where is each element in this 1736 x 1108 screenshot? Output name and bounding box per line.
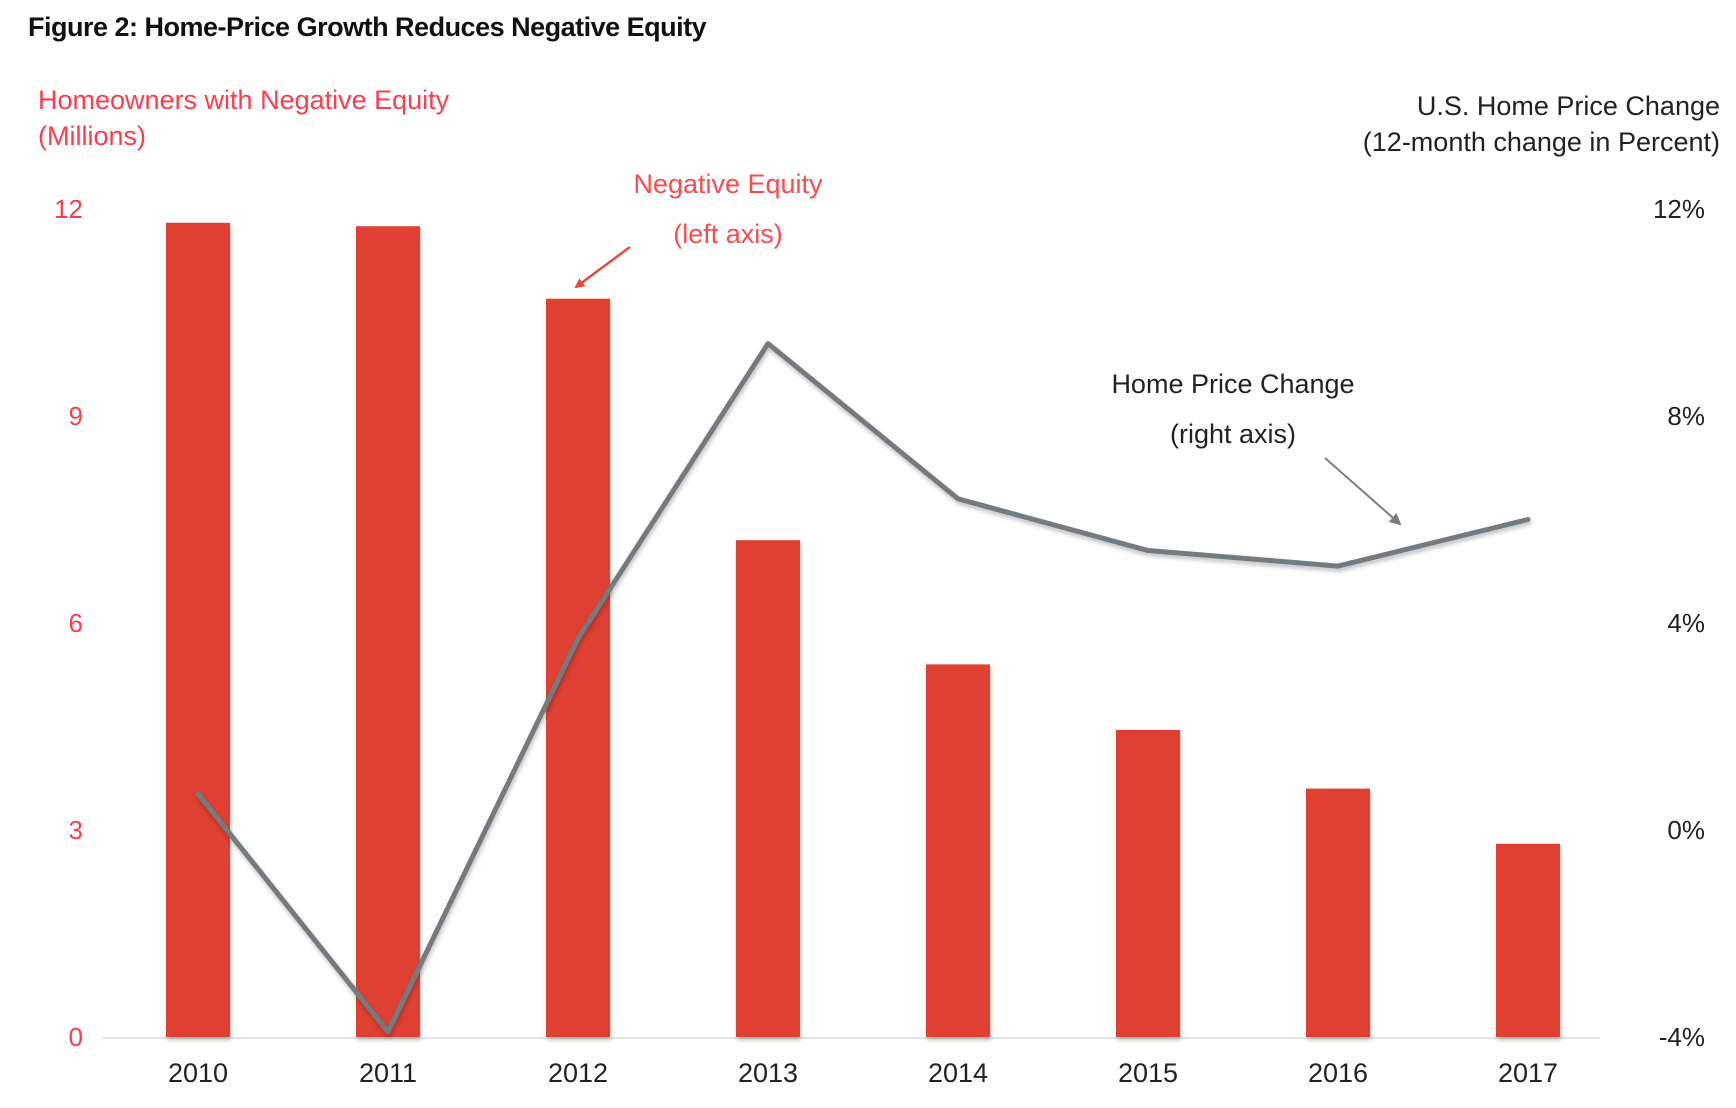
right-axis-title-line1: U.S. Home Price Change — [1416, 91, 1720, 121]
annotation-home-price-arrow — [1324, 457, 1402, 526]
x-tick-label: 2017 — [1498, 1058, 1558, 1088]
right-axis-ticks: -4% 0% 4% 8% 12% — [1653, 194, 1705, 1052]
left-tick-label: 12 — [54, 194, 83, 224]
left-tick-label: 3 — [69, 815, 83, 845]
x-tick-label: 2013 — [738, 1058, 798, 1088]
bar-2010 — [166, 222, 230, 1038]
annotation-negative-equity-arrow — [574, 245, 631, 289]
left-tick-label: 6 — [69, 608, 83, 638]
left-axis-ticks: 0 3 6 9 12 — [54, 194, 83, 1052]
x-tick-label: 2010 — [168, 1058, 228, 1088]
x-tick-label: 2011 — [359, 1058, 417, 1088]
bar-2013 — [736, 540, 800, 1037]
x-tick-label: 2015 — [1118, 1058, 1178, 1088]
bar-2015 — [1116, 729, 1180, 1037]
bar-2011 — [356, 226, 420, 1037]
bar-2017 — [1496, 843, 1560, 1037]
x-tick-label: 2012 — [548, 1058, 608, 1088]
bar-series-negative-equity — [166, 222, 1560, 1038]
right-tick-label: 0% — [1667, 815, 1705, 845]
left-tick-label: 9 — [69, 401, 83, 431]
bar-2012 — [546, 298, 610, 1037]
x-tick-label: 2014 — [928, 1058, 988, 1088]
chart-title: Figure 2: Home-Price Growth Reduces Nega… — [28, 12, 707, 42]
line-series-home-price-change — [195, 341, 1531, 1035]
bar-2014 — [926, 664, 990, 1037]
x-axis-ticks: 2010 2011 2012 2013 2014 2015 2016 2017 — [168, 1058, 1558, 1088]
right-tick-label: -4% — [1659, 1022, 1705, 1052]
annotation-home-price-line1: Home Price Change — [1111, 369, 1354, 399]
line-path — [195, 341, 1531, 1035]
right-tick-label: 4% — [1667, 608, 1705, 638]
right-tick-label: 8% — [1667, 401, 1705, 431]
left-axis-title-line1: Homeowners with Negative Equity — [38, 85, 450, 115]
left-axis-title: Homeowners with Negative Equity (Million… — [38, 82, 449, 154]
x-tick-label: 2016 — [1308, 1058, 1368, 1088]
right-tick-label: 12% — [1653, 194, 1705, 224]
left-tick-label: 0 — [69, 1022, 83, 1052]
annotation-negative-equity-line2: (left axis) — [673, 219, 783, 249]
annotation-negative-equity-line1: Negative Equity — [633, 169, 823, 199]
right-axis-title: U.S. Home Price Change (12-month change … — [1363, 88, 1720, 160]
right-axis-title-line2: (12-month change in Percent) — [1362, 127, 1720, 157]
left-axis-title-line2: (Millions) — [38, 121, 146, 151]
annotation-home-price-line2: (right axis) — [1170, 419, 1296, 449]
bar-2016 — [1306, 788, 1370, 1037]
